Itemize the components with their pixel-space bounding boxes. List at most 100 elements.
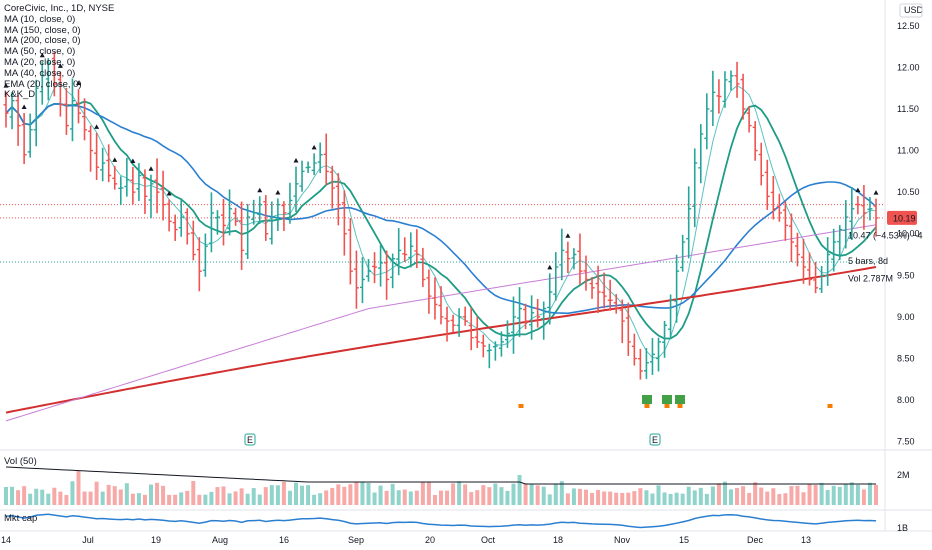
volume-bar bbox=[414, 490, 419, 505]
signal-triangle bbox=[112, 157, 118, 162]
currency-box bbox=[899, 3, 923, 18]
volume-bar bbox=[795, 485, 800, 505]
earnings-marker bbox=[244, 433, 256, 446]
volume-bar bbox=[674, 492, 679, 505]
volume-bar bbox=[275, 485, 280, 505]
time-tick-label: Sep bbox=[348, 535, 364, 545]
time-tick-label: 18 bbox=[553, 535, 563, 545]
volume-bar bbox=[753, 482, 758, 505]
indicator-ma20[interactable]: MA (20, close, 0) bbox=[4, 56, 76, 68]
signal-triangle bbox=[76, 80, 81, 86]
time-tick-label: Oct bbox=[481, 535, 496, 545]
volume-bar bbox=[571, 488, 576, 505]
volume-bar bbox=[584, 489, 588, 505]
volume-bar bbox=[831, 485, 836, 505]
volume-bar bbox=[608, 491, 613, 505]
axes: 12.50 12.00 11.50 11.00 10.50 10.00 9.50 9.00 8.… bbox=[1, 3, 924, 545]
volume-bar bbox=[729, 489, 733, 505]
volume-bar bbox=[4, 486, 8, 505]
signal-triangle bbox=[94, 124, 100, 129]
signal-triangle bbox=[311, 144, 317, 150]
volume-bar bbox=[402, 489, 407, 505]
volume-bar bbox=[155, 482, 160, 505]
signal-triangle bbox=[166, 190, 172, 196]
signal-triangle bbox=[855, 187, 861, 193]
volume-bar bbox=[523, 483, 528, 505]
volume-bar bbox=[306, 485, 311, 505]
event-flag bbox=[827, 404, 833, 408]
price-tick-label: 9.00 bbox=[897, 312, 915, 322]
volume-bar bbox=[318, 493, 323, 505]
volume-bar bbox=[445, 490, 450, 505]
event-flag bbox=[664, 404, 670, 408]
volume-bar bbox=[638, 488, 643, 505]
volume-bar bbox=[342, 486, 347, 505]
volume-bar bbox=[348, 484, 353, 505]
indicator-ma10[interactable]: MA (10, close, 0) bbox=[4, 13, 76, 25]
volume-bar bbox=[451, 483, 456, 505]
price-tick-label: 8.00 bbox=[897, 395, 915, 405]
volume-bar bbox=[819, 482, 824, 505]
volume-bar bbox=[807, 483, 812, 505]
volume-bar bbox=[861, 489, 866, 505]
last-price-box bbox=[887, 210, 917, 225]
volume-bar bbox=[704, 493, 709, 505]
volume-bar bbox=[191, 481, 196, 505]
volume-bar bbox=[203, 494, 208, 505]
volume-bar bbox=[432, 494, 437, 505]
volume-bar bbox=[366, 483, 371, 505]
volume-bar bbox=[547, 494, 552, 505]
volume-bar bbox=[620, 492, 625, 505]
volume-bar bbox=[722, 481, 727, 505]
volume-label[interactable]: Vol (50) bbox=[4, 456, 37, 467]
indicator-kk[interactable]: K&K_D bbox=[4, 89, 36, 101]
volume-bar bbox=[680, 493, 685, 505]
price-tick-label: 7.50 bbox=[897, 437, 915, 447]
event-marker bbox=[642, 395, 652, 404]
volume-bar bbox=[118, 489, 123, 505]
price-tick-label: 9.50 bbox=[897, 270, 915, 280]
mktcap-scale-label: 1B bbox=[897, 523, 908, 533]
volume-bar bbox=[602, 491, 607, 505]
signal-triangle bbox=[148, 166, 154, 171]
volume-bar bbox=[632, 491, 637, 505]
volume-bar bbox=[52, 487, 57, 505]
indicator-ma40[interactable]: MA (40, close, 0) bbox=[4, 67, 76, 79]
price-tick-label: 10.00 bbox=[897, 229, 920, 239]
volume-bar bbox=[439, 490, 443, 505]
signal-triangle bbox=[873, 190, 879, 195]
time-tick-label: Jul bbox=[82, 535, 94, 545]
volume-bar bbox=[777, 494, 782, 505]
price-bars bbox=[3, 52, 879, 380]
signal-triangle bbox=[3, 83, 9, 88]
indicator-ema20[interactable]: EMA (20, close, 0) bbox=[4, 78, 82, 90]
volume-bar bbox=[197, 494, 202, 505]
price-tick-label: 11.00 bbox=[897, 146, 919, 156]
indicator-ma150[interactable]: MA (150, close, 0) bbox=[4, 24, 81, 36]
mktcap-label[interactable]: Mkt cap bbox=[4, 513, 38, 524]
indicator-ma200[interactable]: MA (200, close, 0) bbox=[4, 35, 81, 47]
volume-bar bbox=[463, 484, 468, 505]
volume-bar bbox=[149, 484, 153, 505]
measure-annotation: 5 bars, 8d bbox=[848, 256, 888, 266]
mktcap-line bbox=[5, 513, 877, 529]
time-tick-label: Nov bbox=[614, 535, 631, 545]
volume-bar bbox=[662, 492, 667, 505]
volume-bar bbox=[94, 481, 99, 505]
volume-bar bbox=[535, 485, 540, 505]
indicator-ma50[interactable]: MA (50, close, 0) bbox=[4, 46, 76, 58]
volume-bar bbox=[124, 483, 129, 505]
event-marker bbox=[662, 395, 672, 404]
volume-bar bbox=[529, 484, 534, 505]
volume-bar bbox=[390, 483, 395, 505]
volume-bar bbox=[142, 494, 147, 505]
volume-bar bbox=[783, 493, 788, 505]
time-tick-label: 13 bbox=[801, 535, 811, 545]
volume-bar bbox=[867, 482, 872, 505]
volume-scale-label: 2M bbox=[897, 470, 910, 480]
event-flag bbox=[518, 404, 524, 408]
volume-bar bbox=[771, 488, 776, 505]
volume-pane bbox=[4, 466, 878, 505]
volume-bar bbox=[837, 486, 842, 505]
